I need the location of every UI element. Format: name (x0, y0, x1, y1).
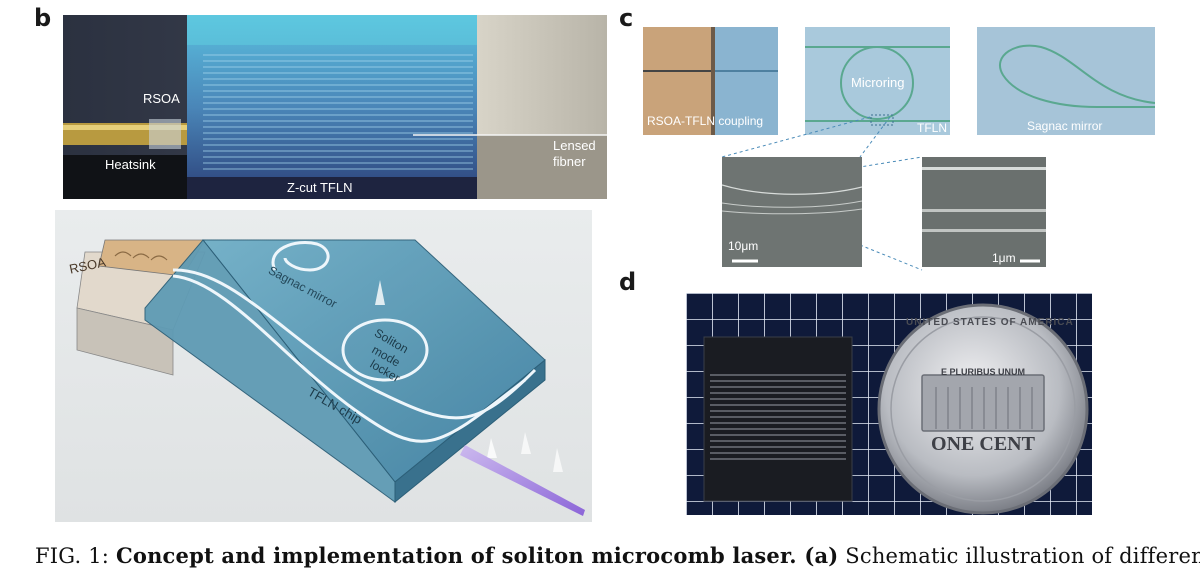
label-scale-10um: 10μm (728, 239, 759, 253)
panel-c-coupling-svg (643, 27, 778, 135)
panel-c-sagnac-svg (977, 27, 1155, 135)
panel-c-sem-10um-svg (722, 157, 862, 267)
panel-b-photo: RSOA Heatsink Z-cut TFLN Lensed fibner (63, 15, 607, 199)
chip-waveguides (172, 241, 537, 443)
coin-top-text: UNITED STATES OF AMERICA (906, 317, 1074, 328)
panel-c-coupling: RSOA-TFLN coupling (643, 27, 778, 135)
label-rsoa: RSOA (143, 91, 180, 106)
caption-sub-label: (a) (796, 543, 839, 568)
coin-motto: E PLURIBUS UNUM (940, 367, 1025, 377)
panel-c-microring: Microring TFLN (805, 27, 950, 135)
panel-letter-b: b (34, 4, 52, 32)
panel-b-svg (63, 15, 607, 199)
panel-a-svg (55, 210, 592, 522)
panel-d-photo: E PLURIBUS UNUM ONE CENT UNITED STATES O… (686, 293, 1092, 515)
panel-letter-c: c (619, 4, 634, 32)
label-c-sagnac: Sagnac mirror (1027, 119, 1103, 133)
panel-letter-d: d (619, 268, 637, 296)
panel-d-svg (686, 293, 1092, 515)
panel-c-microring-svg (805, 27, 950, 135)
coin-value: ONE CENT (931, 433, 1035, 455)
label-fiber-line2: fibner (553, 154, 586, 169)
label-c-microring: Microring (851, 75, 905, 90)
label-scale-1um: 1μm (992, 251, 1016, 265)
label-heatsink: Heatsink (105, 157, 156, 172)
label-fiber-line1: Lensed (553, 138, 596, 153)
label-c-coupling: RSOA-TFLN coupling (647, 114, 764, 128)
figure-caption: FIG. 1: Concept and implementation of so… (35, 543, 1200, 568)
panel-c-sem-1um: 1μm (922, 157, 1046, 267)
panel-c-sagnac: Sagnac mirror (977, 27, 1155, 135)
caption-title: Concept and implementation of soliton mi… (115, 543, 797, 568)
shield-stripes (935, 387, 1033, 429)
label-chip: Z-cut TFLN (287, 180, 353, 195)
rsoa-waveguides (114, 251, 168, 261)
panel-c-sem-10um: 10μm (722, 157, 862, 267)
label-c-tfln: TFLN (917, 121, 947, 135)
panel-a-schematic: RSOA Sagnac mirror Soliton mode locker T… (55, 210, 592, 522)
chip-lines (710, 374, 846, 460)
caption-prefix: FIG. 1: (35, 544, 116, 568)
caption-text: Schematic illustration of different (838, 544, 1200, 568)
panel-c-sem-1um-svg (922, 157, 1046, 267)
waveguide-lines (203, 54, 473, 170)
